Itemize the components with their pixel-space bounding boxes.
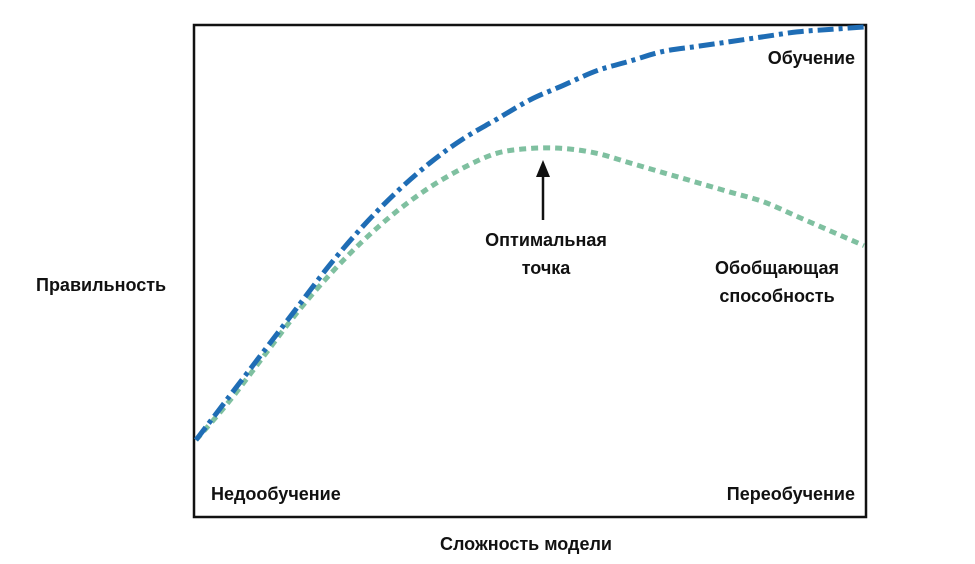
generalization-accuracy-line: [194, 145, 865, 442]
optimum-label-line1: Оптимальная: [485, 230, 607, 250]
generalization-label-line2: способность: [719, 286, 834, 306]
x-axis-label: Сложность модели: [440, 534, 612, 554]
optimum-arrow: [536, 160, 550, 220]
generalization-label-line1: Обобщающая: [715, 258, 839, 278]
optimum-label-line2: точка: [522, 258, 572, 278]
overfitting-label: Переобучение: [727, 484, 855, 504]
train-curve-label: Обучение: [768, 48, 855, 68]
training-accuracy-line: [194, 24, 865, 442]
plot-frame: [192, 23, 868, 519]
y-axis-label: Правильность: [36, 275, 166, 295]
underfitting-label: Недообучение: [211, 484, 341, 504]
series-layer: [194, 24, 865, 442]
optimum-arrow-head: [536, 160, 550, 177]
